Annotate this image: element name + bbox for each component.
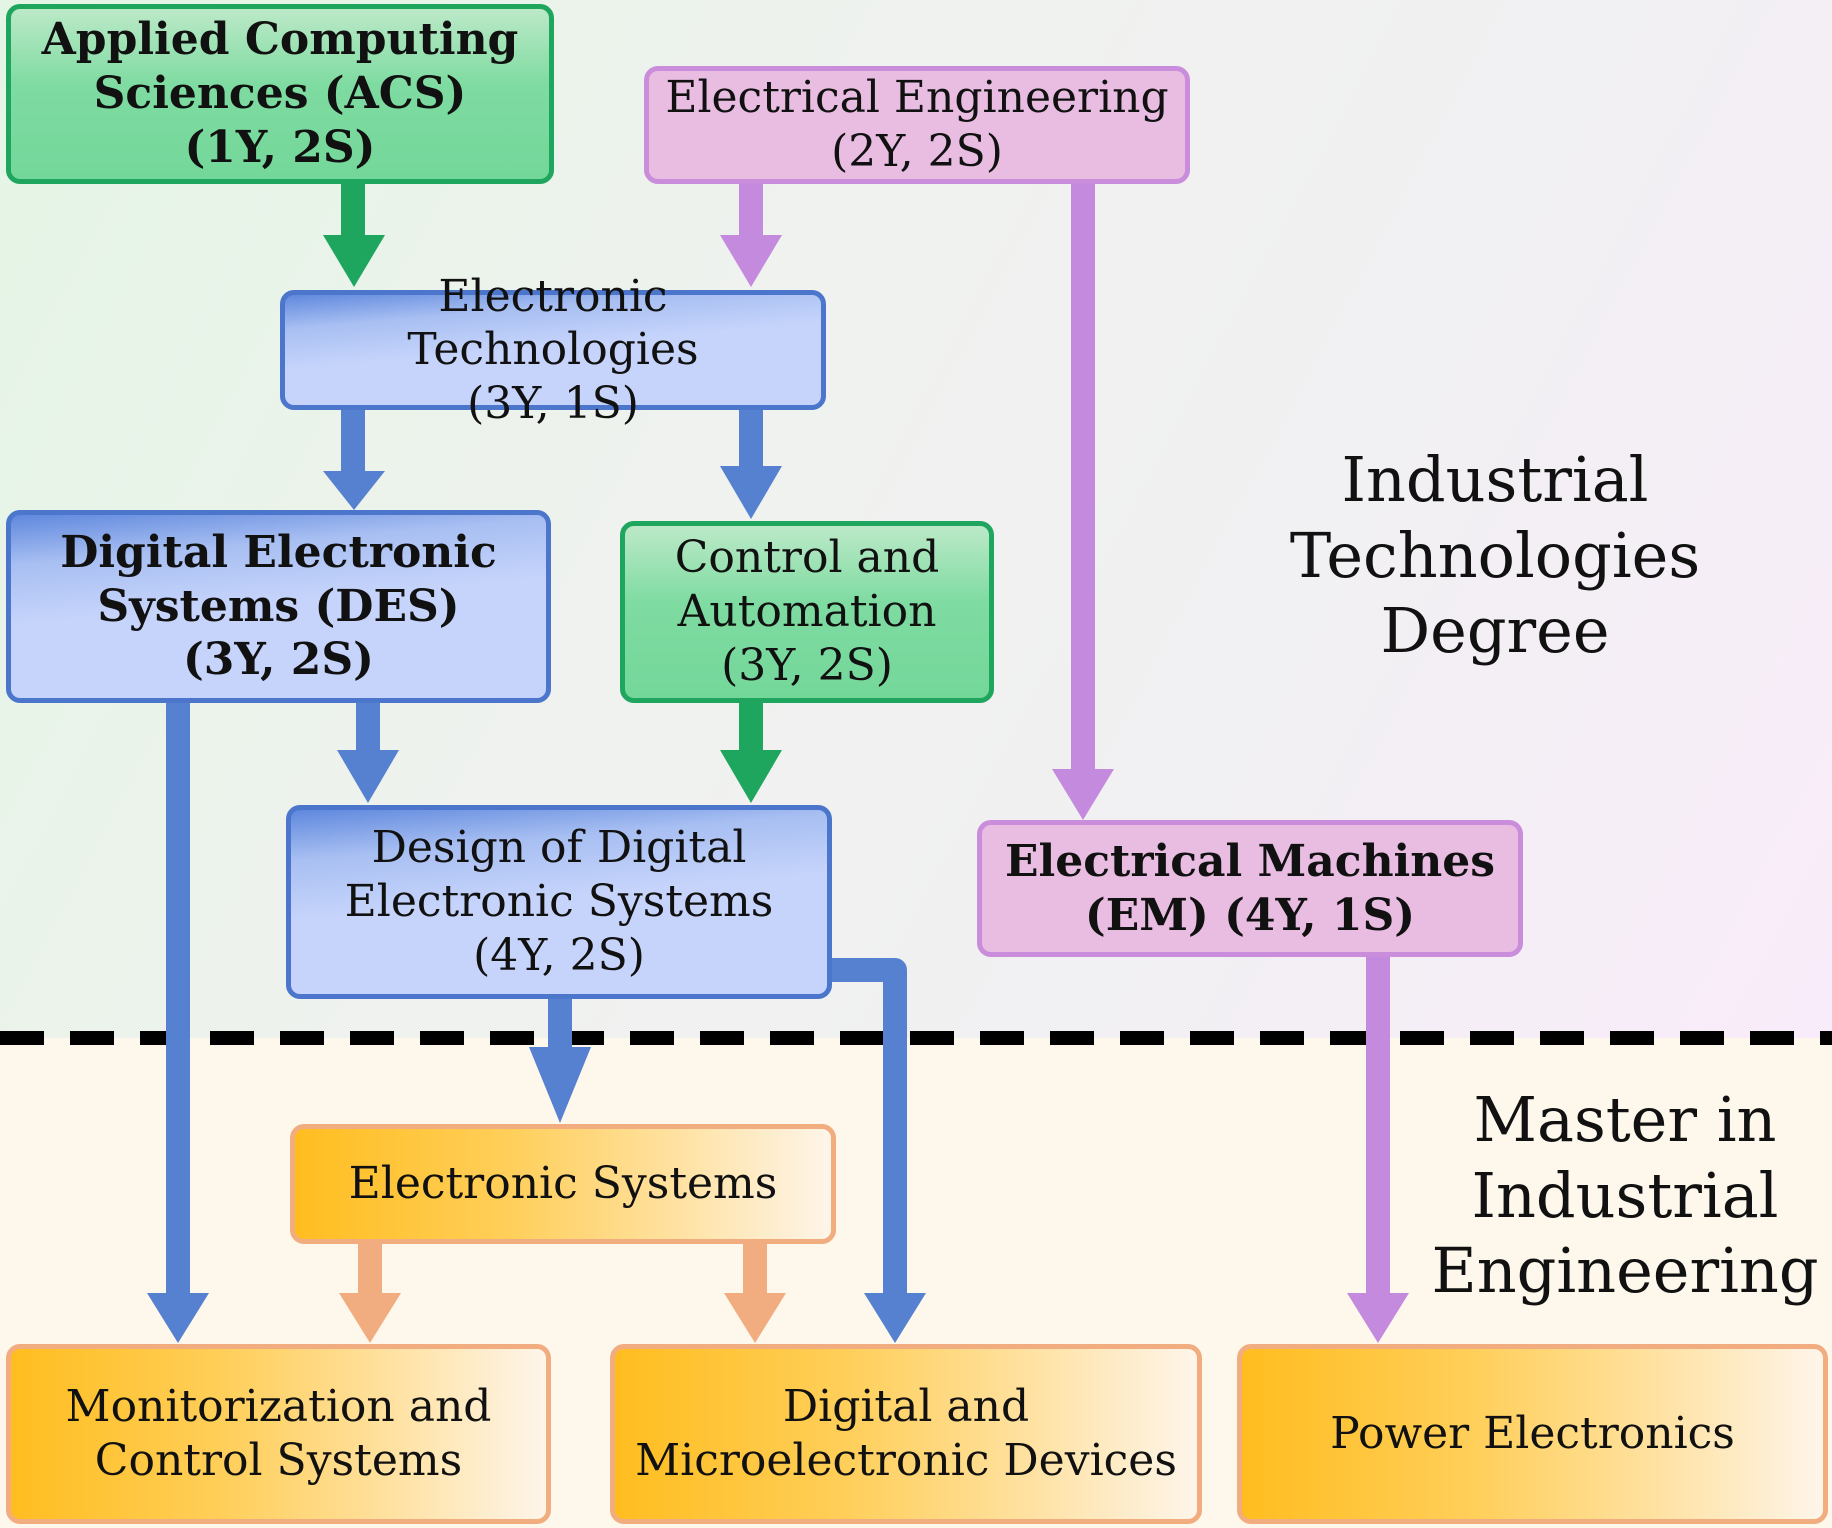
node-monitorization-and-control-systems: Monitorization and Control Systems	[6, 1344, 551, 1524]
ca-to-ddes-arrow-head	[720, 750, 782, 803]
node-design-of-digital-electronic-systems-label: Design of Digital Electronic Systems (4Y…	[344, 822, 774, 981]
des-to-mcs-arrow-head	[147, 1293, 209, 1343]
node-digital-and-microelectronic-devices-label: Digital and Microelectronic Devices	[635, 1381, 1177, 1486]
des-to-mcs-arrow-shaft	[166, 700, 190, 1295]
node-design-of-digital-electronic-systems: Design of Digital Electronic Systems (4Y…	[286, 805, 832, 999]
ddes-to-es-arrow-head	[529, 1047, 591, 1123]
node-power-electronics-label: Power Electronics	[1330, 1408, 1735, 1460]
es-to-dmd-arrow-head	[724, 1293, 786, 1343]
node-applied-computing-sciences: Applied Computing Sciences (ACS) (1Y, 2S…	[6, 4, 554, 184]
ddes-to-dmd-arrow-head	[864, 1293, 926, 1343]
acs-to-et-arrow-shaft	[341, 183, 365, 237]
node-electrical-machines: Electrical Machines (EM) (4Y, 1S)	[977, 820, 1523, 957]
et-to-ca-arrow-head	[720, 466, 782, 519]
node-digital-electronic-systems-label: Digital Electronic Systems (DES) (3Y, 2S…	[60, 526, 497, 686]
ee-to-em-arrow-head	[1052, 769, 1114, 820]
ddes-to-dmd-arrow-shaft	[828, 958, 907, 1295]
industrial-technologies-degree-label: Industrial Technologies Degree	[1289, 443, 1701, 668]
ddes-to-es-arrow-shaft	[548, 997, 572, 1049]
node-electronic-systems-label: Electronic Systems	[348, 1158, 778, 1210]
ee-to-em-arrow-shaft	[1071, 183, 1095, 771]
node-electrical-engineering-label: Electrical Engineering (2Y, 2S)	[665, 72, 1169, 177]
et-to-des-arrow-head	[323, 471, 385, 510]
des-to-ddes-arrow-shaft	[356, 700, 380, 752]
node-power-electronics: Power Electronics	[1237, 1344, 1828, 1524]
master-industrial-engineering-label: Master in Industrial Engineering	[1431, 1083, 1819, 1308]
es-to-dmd-arrow-shaft	[743, 1242, 767, 1295]
ca-to-ddes-arrow-shaft	[739, 700, 763, 752]
node-digital-and-microelectronic-devices: Digital and Microelectronic Devices	[610, 1344, 1202, 1524]
ee-to-et-arrow-shaft	[739, 183, 763, 237]
acs-to-et-arrow-head	[323, 235, 385, 287]
node-control-and-automation: Control and Automation (3Y, 2S)	[620, 521, 994, 703]
node-electrical-engineering: Electrical Engineering (2Y, 2S)	[644, 66, 1190, 184]
node-digital-electronic-systems: Digital Electronic Systems (DES) (3Y, 2S…	[6, 510, 551, 703]
node-electronic-systems: Electronic Systems	[290, 1124, 836, 1244]
es-to-mcs-arrow-head	[339, 1293, 401, 1343]
node-electronic-technologies-label: Electronic Technologies (3Y, 1S)	[407, 270, 699, 429]
em-to-pe-arrow-shaft	[1366, 955, 1390, 1295]
node-electronic-technologies: Electronic Technologies (3Y, 1S)	[280, 271, 826, 429]
em-to-pe-arrow-head	[1347, 1293, 1409, 1343]
es-to-mcs-arrow-shaft	[358, 1242, 382, 1295]
node-control-and-automation-label: Control and Automation (3Y, 2S)	[674, 532, 940, 691]
ee-to-et-arrow-head	[720, 235, 782, 287]
et-to-des-arrow-shaft	[341, 408, 365, 473]
des-to-ddes-arrow-head	[337, 750, 399, 803]
node-monitorization-and-control-systems-label: Monitorization and Control Systems	[65, 1381, 492, 1486]
et-to-ca-arrow-shaft	[739, 408, 763, 468]
node-applied-computing-sciences-label: Applied Computing Sciences (ACS) (1Y, 2S…	[41, 14, 519, 173]
node-electrical-machines-label: Electrical Machines (EM) (4Y, 1S)	[1004, 835, 1496, 941]
